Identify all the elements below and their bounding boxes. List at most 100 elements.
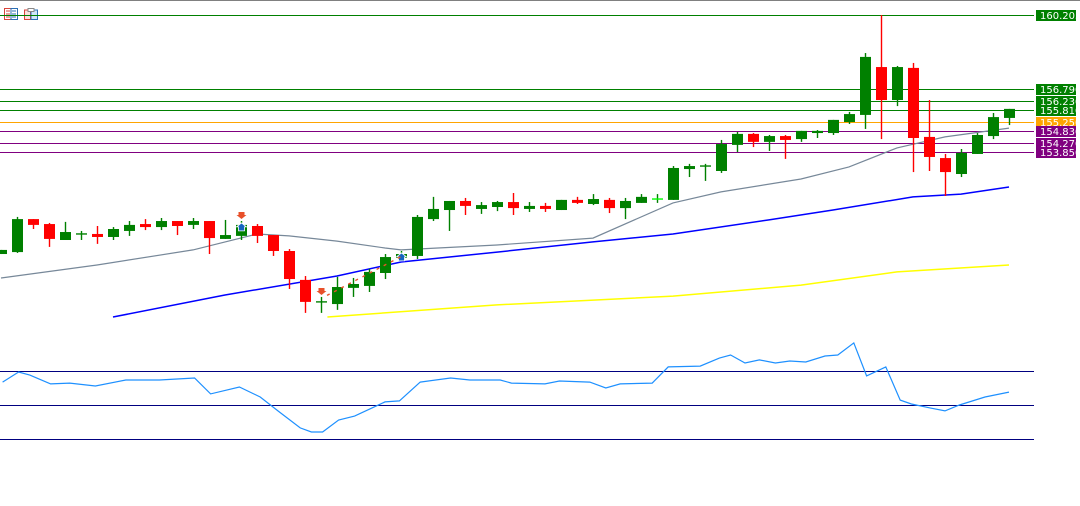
moving-average-line: [327, 264, 1010, 318]
candle: [972, 133, 983, 154]
candle: [348, 277, 359, 297]
candle-body: [60, 232, 71, 241]
indicator-list-icon[interactable]: [4, 8, 18, 20]
candle: [332, 276, 343, 310]
candle-body: [908, 67, 919, 138]
candle: [732, 131, 743, 153]
candle-body: [268, 235, 279, 252]
candle: [124, 221, 135, 236]
sell-arrow-icon: [316, 287, 327, 295]
candle: [604, 197, 615, 214]
candle: [556, 199, 567, 211]
candle: [684, 163, 695, 178]
candle-body: [44, 224, 55, 239]
price-label-box: [1036, 147, 1076, 158]
oscillator-line: [2, 341, 1010, 433]
price-label-text: 160.203: [1040, 11, 1080, 22]
candle-body: [124, 224, 135, 231]
candle-body: [172, 221, 183, 226]
candle-body: [668, 167, 679, 200]
buy-arrow-icon: [235, 222, 248, 232]
price-label-box: [1036, 138, 1076, 149]
candle-body: [732, 133, 743, 145]
price-level-label: 160.203: [1036, 10, 1080, 22]
price-level-label: 156.230: [1036, 96, 1080, 108]
candle: [172, 221, 183, 236]
save-template-icon[interactable]: [24, 8, 38, 20]
candle-body: [924, 136, 935, 157]
candle-body: [204, 221, 215, 239]
candle-body: [572, 199, 583, 203]
candle: [284, 249, 295, 289]
candle: [220, 219, 231, 239]
candle: [204, 221, 215, 255]
buy-arrow-icon: [395, 252, 408, 262]
candle: [700, 163, 711, 181]
candle: [508, 192, 519, 215]
candle-body: [252, 225, 263, 236]
candle: [380, 254, 391, 280]
candle: [668, 166, 679, 200]
price-level-label: 154.830: [1036, 126, 1080, 138]
candle: [988, 112, 999, 140]
candle-body: [892, 67, 903, 101]
candle: [428, 196, 439, 222]
candle-body: [492, 202, 503, 208]
candle: [268, 235, 279, 256]
candle: [252, 224, 263, 244]
price-label-text: 155.250: [1040, 118, 1080, 129]
candle: [1004, 108, 1015, 126]
price-level-label: 156.790: [1036, 84, 1080, 96]
candle: [44, 222, 55, 247]
candle: [476, 202, 487, 214]
candle: [444, 200, 455, 231]
price-label-box: [1036, 96, 1076, 107]
candle-body: [28, 219, 39, 225]
price-level-label: 155.810: [1036, 105, 1080, 117]
candle-body: [636, 196, 647, 203]
candle: [892, 65, 903, 107]
chart-toolbar: [4, 8, 38, 20]
candle-body: [684, 166, 695, 170]
candle: [412, 214, 423, 259]
candle: [844, 111, 855, 124]
candle: [460, 197, 471, 215]
candle-body: [156, 221, 167, 228]
candle-body: [188, 221, 199, 225]
moving-average-line: [112, 186, 1010, 318]
price-label-box: [1036, 105, 1076, 116]
candle-body: [284, 251, 295, 280]
candle: [300, 276, 311, 313]
price-label-box: [1036, 84, 1076, 95]
candle: [796, 130, 807, 142]
candle-body: [796, 130, 807, 140]
candle: [524, 202, 535, 212]
candle: [620, 197, 631, 220]
candle: [108, 227, 119, 241]
candle-body: [556, 199, 567, 211]
candle-body: [460, 200, 471, 206]
candle-body: [604, 199, 615, 209]
candle: [156, 218, 167, 231]
candle-body: [444, 200, 455, 211]
candle-body: [956, 152, 967, 175]
candle-body: [476, 205, 487, 209]
candle: [828, 119, 839, 135]
candle: [908, 62, 919, 173]
candle-body: [140, 224, 151, 228]
candle: [540, 202, 551, 212]
candle: [12, 216, 23, 253]
candle-body: [108, 229, 119, 237]
candle-body: [0, 249, 7, 255]
price-label-box: [1036, 117, 1076, 128]
candle: [876, 15, 887, 140]
price-label-text: 153.850: [1040, 148, 1080, 159]
candle-body: [716, 144, 727, 171]
price-label-text: 156.230: [1040, 97, 1080, 108]
price-label-text: 154.270: [1040, 139, 1080, 150]
candle: [764, 134, 775, 151]
candle: [924, 100, 935, 171]
price-label-box: [1036, 10, 1076, 21]
candle-body: [876, 67, 887, 101]
